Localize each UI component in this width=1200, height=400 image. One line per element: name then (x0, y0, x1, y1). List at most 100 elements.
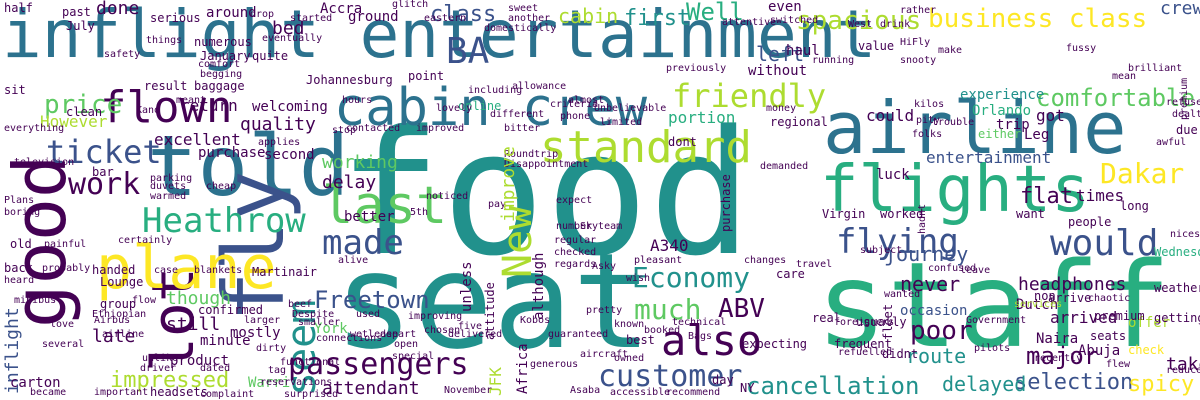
word-fussy: fussy (1066, 43, 1097, 54)
word-another: another (508, 13, 551, 24)
word-duvets: duvets (150, 181, 187, 192)
word-better: better (344, 209, 395, 225)
word-things: things (146, 35, 183, 46)
word-television: television (14, 157, 75, 168)
word-ethiopian: Ethiopian (92, 309, 147, 320)
word-west: West (848, 19, 873, 30)
word-due: due (1176, 123, 1198, 137)
word-passengers: passengers (288, 347, 469, 382)
word-regards: regards (554, 259, 597, 270)
word-second: second (264, 147, 315, 163)
word-seat: seat (334, 225, 652, 379)
word-product: product (170, 353, 230, 369)
word-contacted: contacted (346, 123, 401, 134)
word-unlike: unlike (142, 353, 179, 364)
word-would: would (1050, 223, 1159, 264)
word-well: Well (686, 0, 744, 26)
word-rather: rather (900, 5, 937, 16)
word-left: left (756, 42, 805, 66)
word-hifly: HiFly (900, 37, 931, 48)
word-alive: alive (338, 255, 369, 266)
word-comfortable: comfortable (1036, 84, 1195, 112)
word-applies: applies (258, 137, 301, 148)
word-times: times (1076, 186, 1125, 205)
word-old: old (10, 237, 32, 251)
word-still: still (166, 314, 221, 335)
word-arrive: arrive (1048, 291, 1092, 305)
word-could: could (866, 106, 915, 125)
word-wanted: wanted (884, 289, 921, 300)
word-major: major (1026, 342, 1099, 370)
word-improved: improved (416, 123, 465, 134)
word-lounge: Lounge (100, 275, 144, 289)
word-dont: dont (668, 135, 697, 149)
word-point: point (408, 69, 445, 83)
word-july: July (66, 19, 95, 33)
word-naira: Naira (1036, 331, 1079, 347)
word-mean: mean (1112, 71, 1137, 82)
word-didnt: didnt (882, 347, 919, 361)
word-attentive: attentive (722, 17, 777, 28)
word-much: much (634, 293, 702, 326)
word-york: York (314, 321, 348, 337)
word-africa-vertical: Africa (515, 343, 531, 394)
word-attitude-vertical: attitude (483, 282, 497, 340)
word-jfk-vertical: JFK (486, 367, 505, 396)
word-bitter: bitter (504, 123, 541, 134)
word-work: work (68, 167, 141, 202)
word-poor: poor (910, 316, 973, 346)
word-orlando: Orlando (972, 103, 1032, 119)
word-virgin: Virgin (822, 207, 866, 221)
word-january: January (200, 49, 251, 63)
word-told: told (147, 117, 350, 215)
word-nicest: nicest (1170, 229, 1200, 240)
word-chaotic: chaotic (1088, 293, 1131, 304)
word-started: started (290, 13, 333, 24)
word-purchase: purchase (198, 145, 266, 161)
word-long: long (1120, 199, 1149, 213)
word-snooty: snooty (900, 55, 937, 66)
word-larger: larger (244, 315, 281, 326)
word-cheap: cheap (206, 181, 237, 192)
word-open: open (394, 339, 419, 350)
word-even: even (768, 0, 802, 15)
word-domestically: domestically (484, 23, 557, 34)
word-customer: customer (598, 359, 743, 394)
word-criteria: criteria (550, 99, 599, 110)
word-bed: bed (272, 18, 305, 39)
word-johannesburg: Johannesburg (306, 73, 393, 87)
word-frequent: frequent (834, 337, 892, 351)
word-special: special (392, 351, 435, 362)
word-entertainment: entertainment (926, 148, 1052, 167)
word-friendly: friendly (672, 77, 827, 115)
word-though: though (166, 288, 232, 309)
word-kilos: kilos (914, 99, 945, 110)
word-getting: getting (1154, 311, 1200, 325)
word-make: make (938, 45, 963, 56)
word-warmed: warmed (150, 191, 187, 202)
word-class: class (430, 2, 497, 27)
word-dealt: dealt (1172, 109, 1200, 120)
word-mostly: mostly (230, 325, 281, 341)
word-first: first (624, 6, 691, 31)
word-certainly: certainly (118, 235, 173, 246)
word-known: known (614, 319, 645, 330)
word-made: made (322, 223, 404, 263)
word-attendant: attendant (322, 378, 420, 399)
word-value: value (858, 39, 895, 53)
word-experience: experience (960, 87, 1045, 103)
word-everything: everything (4, 123, 65, 134)
word-freetown: Freetown (314, 286, 430, 314)
word-refuelled: refuelled (838, 347, 893, 358)
word-noticed: noticed (426, 191, 469, 202)
word-either: either (978, 127, 1022, 141)
word-return: return (180, 96, 238, 115)
word-worked: worked (880, 207, 924, 221)
word-foreigners: foreigners (834, 317, 895, 328)
word-flying: flying (836, 222, 959, 262)
word-arrived: arrived (1050, 308, 1118, 327)
word-limited: limited (600, 117, 643, 128)
word-love: love (50, 319, 75, 330)
word-clean: clean (66, 105, 103, 119)
